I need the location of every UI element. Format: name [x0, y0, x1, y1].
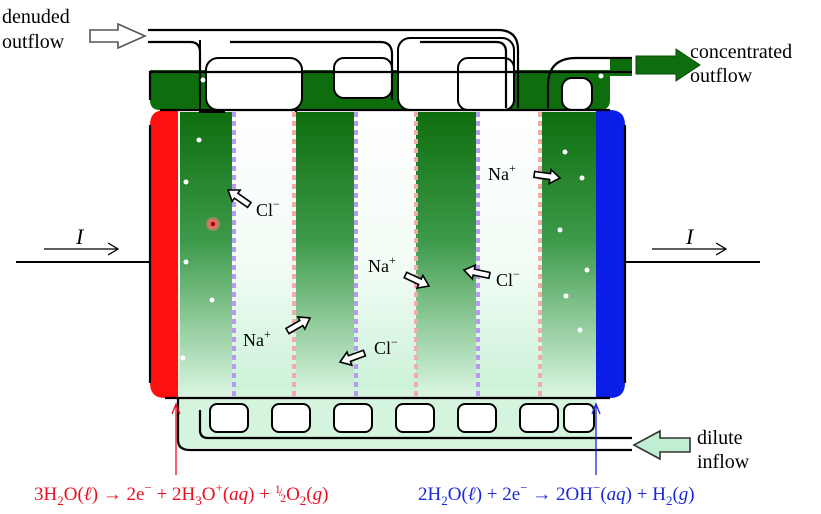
current-arrow-left [44, 242, 120, 256]
sodium-label: Na+ [368, 253, 396, 276]
cathode-equation: 2H2O(ℓ) + 2e− → 2OH−(aq) + H2(g) [418, 480, 695, 508]
chloride-label: Cl− [256, 197, 280, 220]
concentrate-compartment-4 [542, 112, 596, 398]
bubble [584, 267, 590, 273]
ion-labels: Cl− Na+ Na+ Cl− Na+ Cl− [243, 161, 520, 358]
top-box-5 [561, 77, 593, 111]
cathode [596, 110, 625, 398]
cathode-pointer [591, 402, 601, 475]
concentrate-compartment-3 [416, 112, 476, 398]
chloride-label: Cl− [374, 335, 398, 358]
bubble [196, 137, 202, 143]
bottom-manifold-boxes [209, 403, 595, 433]
membranes [232, 112, 542, 398]
bubble [575, 87, 581, 93]
chloride-arrow [226, 189, 253, 209]
anode-equation: 3H2O(ℓ) → 2e− + 2H3O+(aq) + 1/2O2(g) [34, 480, 328, 508]
bubble [200, 77, 206, 83]
bubble [180, 355, 186, 361]
anode-pointer [171, 402, 181, 475]
sodium-arrow [284, 316, 312, 335]
concentrate-compartment-2 [296, 112, 354, 398]
sodium-label: Na+ [243, 327, 271, 350]
dilute-label-line1: dilute [697, 427, 743, 449]
concentrated-label-line1: concentrated [690, 41, 792, 63]
dilute-label-line2: inflow [697, 451, 750, 473]
bubble [577, 327, 583, 333]
top-box-1 [205, 57, 303, 111]
bubble [183, 259, 189, 265]
bubble [183, 179, 189, 185]
anode [150, 110, 178, 398]
denuded-outflow-arrow [89, 22, 147, 50]
bubble [557, 227, 563, 233]
gas-bubbles [180, 73, 604, 361]
concentrated-label-line2: outflow [690, 65, 753, 87]
outlines [148, 28, 632, 452]
chloride-arrow [338, 349, 367, 367]
sodium-label: Na+ [488, 161, 516, 184]
circuit [16, 242, 760, 263]
reaction-pointers [171, 402, 601, 475]
bubble [563, 293, 569, 299]
chloride-arrow [462, 263, 492, 281]
current-label-right: I [685, 224, 695, 249]
bubble [562, 149, 568, 155]
sodium-arrow [403, 271, 431, 290]
ion-arrows [226, 168, 562, 367]
denuded-label-line2: outflow [2, 31, 65, 53]
bubble [579, 175, 585, 181]
dilute-inflow-arrow [632, 429, 691, 461]
concentrated-outflow-arrow [635, 48, 701, 82]
concentrate-compartment-1 [180, 112, 232, 398]
current-arrow-right [652, 242, 728, 256]
top-box-2 [333, 57, 393, 99]
denuded-header-top [148, 28, 520, 108]
chloride-label: Cl− [496, 267, 520, 290]
bubble [209, 297, 215, 303]
cell-body [150, 57, 632, 448]
current-label-left: I [75, 224, 85, 249]
sodium-arrow [532, 168, 562, 185]
dilute-background [178, 108, 596, 398]
bottom-manifold-outline [176, 398, 632, 452]
denuded-label-line1: denuded [2, 6, 70, 28]
concentrate-exit-channel [610, 57, 632, 74]
bubble [598, 73, 604, 79]
